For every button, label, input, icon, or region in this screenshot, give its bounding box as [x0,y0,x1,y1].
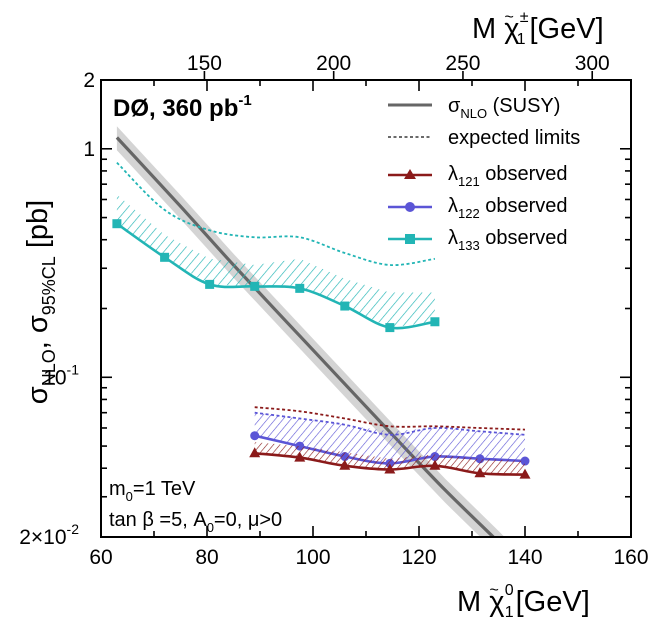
axis-ticks: 60 80 100 120 140 160 150 200 250 300 2 1 10-1 2×10-2 [19,52,648,569]
data-point-l121-0 [249,447,261,458]
data-point-l121-1 [294,451,306,462]
legend-label-l122: λ122 observed [448,195,568,221]
x2-axis-label: M χ~ ±1 [GeV] [472,9,604,48]
data-point-l122-0 [250,431,260,441]
data-point-l133-2 [205,279,215,289]
legend-marker-triangle [404,169,416,179]
y-tick-label-1: 1 [83,138,95,161]
legend-marker-square [405,234,415,244]
x-tick-label-4: 140 [507,546,542,569]
data-point-l121-2 [339,459,351,470]
data-point-l133-1 [160,252,170,262]
legend: σNLO (SUSY) expected limits λ121 observe… [388,95,580,253]
x-tick-label-0: 60 [89,546,112,569]
expected-limit-l133 [116,161,436,266]
hatch-region-l133 [116,194,435,328]
y-tick-label-0: 2 [83,69,95,92]
data-point-l133-5 [340,301,350,311]
data-point-l133-6 [385,323,395,333]
x-tick-label-2: 100 [295,546,330,569]
x-tick-label-3: 120 [401,546,436,569]
data-point-l121-4 [429,459,441,470]
hatch-region-l121 [254,442,525,475]
y-tick-label-3: 2×10-2 [19,521,79,549]
x2-tick-label-1: 200 [316,52,351,75]
x2-tick-label-0: 150 [187,52,222,75]
data-point-l133-4 [295,283,305,293]
x-tick-label-5: 160 [613,546,648,569]
chart-title: DØ, 360 pb-1 [113,92,252,122]
annotation-m0: m0=1 TeV [109,478,196,504]
data-point-l133-3 [250,281,260,291]
legend-label-l121: λ121 observed [448,163,568,189]
data-point-l121-6 [519,468,531,479]
y-tick-label-2: 10-1 [43,361,79,389]
x-axis-label: M χ~ 0 1[GeV] [457,582,590,621]
data-point-l133-0 [112,219,122,229]
annotation-params: tan β =5, A0=0, μ>0 [109,509,282,535]
legend-marker-circle [405,202,415,212]
x2-tick-label-3: 300 [575,52,610,75]
theory-cross-section-line [115,136,496,537]
expected-limit-l122 [254,411,526,436]
legend-label-l133: λ133 observed [448,227,568,253]
plot-area [112,126,531,537]
expected-limit-l121 [254,406,526,431]
legend-label-expected: expected limits [448,127,580,149]
legend-label-nlo: σNLO (SUSY) [448,95,560,121]
data-point-l133-7 [430,317,440,327]
data-point-l121-3 [384,463,396,474]
x2-tick-label-2: 250 [445,52,480,75]
x-tick-label-1: 80 [195,546,218,569]
data-point-l121-5 [474,467,486,478]
y-axis-label: σNLO, σ95%CL [pb] [22,200,59,404]
